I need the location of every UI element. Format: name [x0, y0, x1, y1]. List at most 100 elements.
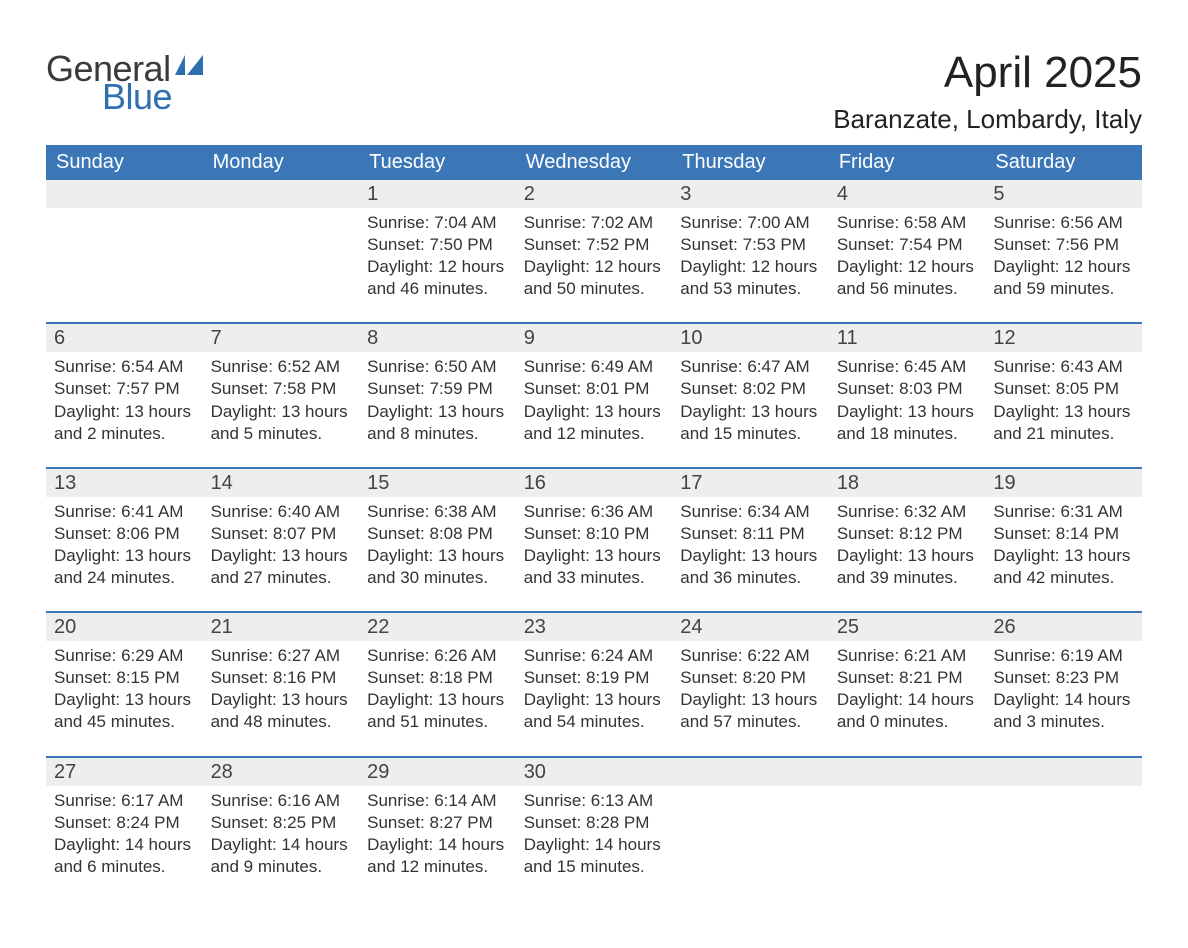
week-row: 6Sunrise: 6:54 AMSunset: 7:57 PMDaylight… — [46, 323, 1142, 467]
daylight-line-2: and 39 minutes. — [837, 567, 978, 589]
sunset-line: Sunset: 7:53 PM — [680, 234, 821, 256]
day-header: Sunday — [46, 145, 203, 180]
day-cell: 18Sunrise: 6:32 AMSunset: 8:12 PMDayligh… — [829, 468, 986, 612]
daylight-line-1: Daylight: 14 hours — [211, 834, 352, 856]
day-number: 20 — [46, 613, 203, 641]
day-body: Sunrise: 6:17 AMSunset: 8:24 PMDaylight:… — [46, 786, 203, 900]
day-header-row: SundayMondayTuesdayWednesdayThursdayFrid… — [46, 145, 1142, 180]
day-cell: 23Sunrise: 6:24 AMSunset: 8:19 PMDayligh… — [516, 612, 673, 756]
daylight-line-1: Daylight: 13 hours — [993, 545, 1134, 567]
day-cell: 14Sunrise: 6:40 AMSunset: 8:07 PMDayligh… — [203, 468, 360, 612]
day-number: 3 — [672, 180, 829, 208]
day-number: 6 — [46, 324, 203, 352]
sunrise-line: Sunrise: 6:13 AM — [524, 790, 665, 812]
day-body: Sunrise: 6:34 AMSunset: 8:11 PMDaylight:… — [672, 497, 829, 611]
daylight-line-1: Daylight: 13 hours — [837, 545, 978, 567]
day-body: Sunrise: 7:00 AMSunset: 7:53 PMDaylight:… — [672, 208, 829, 322]
day-body: Sunrise: 6:50 AMSunset: 7:59 PMDaylight:… — [359, 352, 516, 466]
sunrise-line: Sunrise: 6:22 AM — [680, 645, 821, 667]
week-row: 27Sunrise: 6:17 AMSunset: 8:24 PMDayligh… — [46, 757, 1142, 900]
day-number: 2 — [516, 180, 673, 208]
sunrise-line: Sunrise: 7:04 AM — [367, 212, 508, 234]
sunset-line: Sunset: 8:07 PM — [211, 523, 352, 545]
sunset-line: Sunset: 8:14 PM — [993, 523, 1134, 545]
day-body: Sunrise: 6:32 AMSunset: 8:12 PMDaylight:… — [829, 497, 986, 611]
daylight-line-1: Daylight: 13 hours — [993, 401, 1134, 423]
sunset-line: Sunset: 8:19 PM — [524, 667, 665, 689]
logo: General Blue — [46, 48, 203, 118]
day-number: 9 — [516, 324, 673, 352]
day-body: Sunrise: 6:56 AMSunset: 7:56 PMDaylight:… — [985, 208, 1142, 322]
daylight-line-1: Daylight: 12 hours — [680, 256, 821, 278]
day-header: Saturday — [985, 145, 1142, 180]
day-cell: 25Sunrise: 6:21 AMSunset: 8:21 PMDayligh… — [829, 612, 986, 756]
day-number: 23 — [516, 613, 673, 641]
daylight-line-2: and 0 minutes. — [837, 711, 978, 733]
day-number: 30 — [516, 758, 673, 786]
sunrise-line: Sunrise: 6:49 AM — [524, 356, 665, 378]
day-body: Sunrise: 6:24 AMSunset: 8:19 PMDaylight:… — [516, 641, 673, 755]
day-cell: 3Sunrise: 7:00 AMSunset: 7:53 PMDaylight… — [672, 180, 829, 323]
sunset-line: Sunset: 8:16 PM — [211, 667, 352, 689]
daylight-line-2: and 12 minutes. — [367, 856, 508, 878]
daylight-line-2: and 42 minutes. — [993, 567, 1134, 589]
sunset-line: Sunset: 7:59 PM — [367, 378, 508, 400]
daylight-line-1: Daylight: 14 hours — [993, 689, 1134, 711]
day-cell — [46, 180, 203, 323]
daylight-line-1: Daylight: 13 hours — [367, 689, 508, 711]
sunset-line: Sunset: 8:28 PM — [524, 812, 665, 834]
day-number: 15 — [359, 469, 516, 497]
day-body: Sunrise: 6:49 AMSunset: 8:01 PMDaylight:… — [516, 352, 673, 466]
daylight-line-1: Daylight: 13 hours — [211, 401, 352, 423]
sunrise-line: Sunrise: 6:36 AM — [524, 501, 665, 523]
daylight-line-2: and 33 minutes. — [524, 567, 665, 589]
day-body: Sunrise: 6:54 AMSunset: 7:57 PMDaylight:… — [46, 352, 203, 466]
sunset-line: Sunset: 7:50 PM — [367, 234, 508, 256]
sunrise-line: Sunrise: 6:41 AM — [54, 501, 195, 523]
sunset-line: Sunset: 8:18 PM — [367, 667, 508, 689]
day-body: Sunrise: 6:29 AMSunset: 8:15 PMDaylight:… — [46, 641, 203, 755]
sunrise-line: Sunrise: 6:14 AM — [367, 790, 508, 812]
sunrise-line: Sunrise: 6:50 AM — [367, 356, 508, 378]
day-body: Sunrise: 6:26 AMSunset: 8:18 PMDaylight:… — [359, 641, 516, 755]
sunset-line: Sunset: 8:24 PM — [54, 812, 195, 834]
daylight-line-1: Daylight: 13 hours — [524, 401, 665, 423]
daylight-line-2: and 45 minutes. — [54, 711, 195, 733]
day-number: 4 — [829, 180, 986, 208]
day-number: 22 — [359, 613, 516, 641]
day-cell: 1Sunrise: 7:04 AMSunset: 7:50 PMDaylight… — [359, 180, 516, 323]
day-number: 8 — [359, 324, 516, 352]
day-cell: 30Sunrise: 6:13 AMSunset: 8:28 PMDayligh… — [516, 757, 673, 900]
logo-text-blue: Blue — [102, 76, 172, 118]
page-title: April 2025 — [833, 48, 1142, 98]
day-cell: 15Sunrise: 6:38 AMSunset: 8:08 PMDayligh… — [359, 468, 516, 612]
daylight-line-2: and 9 minutes. — [211, 856, 352, 878]
day-number: 11 — [829, 324, 986, 352]
daylight-line-1: Daylight: 13 hours — [367, 401, 508, 423]
daylight-line-2: and 27 minutes. — [211, 567, 352, 589]
day-number: 26 — [985, 613, 1142, 641]
sunset-line: Sunset: 8:02 PM — [680, 378, 821, 400]
day-body: Sunrise: 6:13 AMSunset: 8:28 PMDaylight:… — [516, 786, 673, 900]
daylight-line-2: and 59 minutes. — [993, 278, 1134, 300]
daylight-line-2: and 48 minutes. — [211, 711, 352, 733]
day-body: Sunrise: 7:02 AMSunset: 7:52 PMDaylight:… — [516, 208, 673, 322]
calendar-table: SundayMondayTuesdayWednesdayThursdayFrid… — [46, 145, 1142, 900]
day-body: Sunrise: 6:43 AMSunset: 8:05 PMDaylight:… — [985, 352, 1142, 466]
daylight-line-2: and 51 minutes. — [367, 711, 508, 733]
daylight-line-1: Daylight: 13 hours — [54, 545, 195, 567]
sunrise-line: Sunrise: 6:47 AM — [680, 356, 821, 378]
sunrise-line: Sunrise: 6:38 AM — [367, 501, 508, 523]
sunset-line: Sunset: 7:58 PM — [211, 378, 352, 400]
calendar-thead: SundayMondayTuesdayWednesdayThursdayFrid… — [46, 145, 1142, 180]
day-body — [985, 786, 1142, 894]
sunset-line: Sunset: 8:01 PM — [524, 378, 665, 400]
daylight-line-2: and 15 minutes. — [524, 856, 665, 878]
day-cell: 2Sunrise: 7:02 AMSunset: 7:52 PMDaylight… — [516, 180, 673, 323]
day-cell: 19Sunrise: 6:31 AMSunset: 8:14 PMDayligh… — [985, 468, 1142, 612]
day-body: Sunrise: 6:22 AMSunset: 8:20 PMDaylight:… — [672, 641, 829, 755]
sunrise-line: Sunrise: 6:19 AM — [993, 645, 1134, 667]
title-block: April 2025 Baranzate, Lombardy, Italy — [833, 48, 1142, 145]
daylight-line-1: Daylight: 12 hours — [837, 256, 978, 278]
daylight-line-1: Daylight: 13 hours — [211, 689, 352, 711]
